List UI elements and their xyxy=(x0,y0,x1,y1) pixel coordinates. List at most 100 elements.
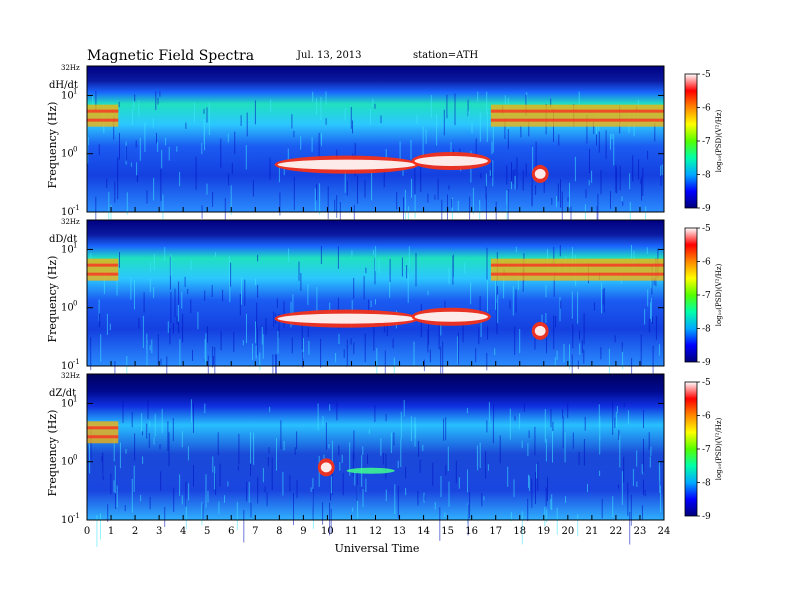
y-tick-label: 10 xyxy=(61,303,74,314)
texture-streak xyxy=(491,141,493,155)
texture-streak xyxy=(331,465,333,496)
texture-streak xyxy=(496,286,498,299)
texture-streak xyxy=(645,206,647,220)
texture-streak xyxy=(164,507,166,527)
burst-event-core xyxy=(414,156,488,167)
texture-streak xyxy=(335,353,337,363)
texture-streak xyxy=(562,416,564,449)
texture-streak xyxy=(382,452,384,465)
texture-streak xyxy=(644,489,646,497)
texture-streak xyxy=(427,329,429,353)
texture-streak xyxy=(102,452,104,474)
texture-streak xyxy=(272,354,274,379)
texture-streak xyxy=(623,456,625,483)
spectral-band-core xyxy=(490,263,664,267)
texture-streak xyxy=(100,334,102,362)
texture-streak xyxy=(577,291,579,324)
texture-streak xyxy=(224,198,226,231)
texture-streak xyxy=(178,281,180,308)
texture-streak xyxy=(507,129,509,150)
texture-streak xyxy=(300,136,302,150)
texture-streak xyxy=(646,247,648,254)
texture-streak xyxy=(528,430,530,439)
texture-streak xyxy=(637,99,639,106)
texture-streak xyxy=(451,198,453,208)
texture-streak xyxy=(368,299,370,319)
texture-streak xyxy=(486,420,488,433)
colorbar-tick-label: -8 xyxy=(702,479,711,489)
texture-streak xyxy=(336,195,338,218)
texture-streak xyxy=(629,202,631,233)
texture-streak xyxy=(661,164,663,175)
texture-streak xyxy=(329,302,331,315)
texture-streak xyxy=(464,262,466,274)
texture-streak xyxy=(224,495,225,503)
texture-streak xyxy=(613,134,615,166)
texture-streak xyxy=(259,352,261,371)
texture-streak xyxy=(193,465,194,487)
x-tick-label: 15 xyxy=(441,526,454,537)
texture-streak xyxy=(349,442,351,476)
texture-streak xyxy=(440,476,442,497)
weak-event xyxy=(346,467,395,474)
spectral-band xyxy=(87,258,119,281)
texture-streak xyxy=(146,423,148,439)
texture-streak xyxy=(447,446,449,471)
texture-streak xyxy=(644,309,646,325)
texture-streak xyxy=(610,134,611,150)
x-tick-label: 12 xyxy=(369,526,382,537)
texture-streak xyxy=(571,291,573,319)
texture-streak xyxy=(203,108,205,114)
texture-streak xyxy=(552,431,553,463)
texture-streak xyxy=(162,194,164,220)
texture-streak xyxy=(554,357,556,367)
colorbar-tick-label: -7 xyxy=(702,137,711,147)
texture-streak xyxy=(415,252,417,287)
texture-streak xyxy=(122,401,124,424)
texture-streak xyxy=(504,118,506,140)
texture-streak xyxy=(410,416,412,442)
texture-streak xyxy=(514,326,516,355)
texture-streak xyxy=(207,326,208,343)
texture-streak xyxy=(252,343,253,360)
texture-streak xyxy=(519,413,521,429)
texture-streak xyxy=(445,417,447,441)
texture-streak xyxy=(556,507,558,535)
texture-streak xyxy=(147,400,149,419)
texture-streak xyxy=(293,130,295,138)
texture-streak xyxy=(600,347,602,360)
texture-streak xyxy=(155,91,157,110)
texture-streak xyxy=(237,465,239,471)
texture-streak xyxy=(550,409,552,428)
texture-streak xyxy=(647,289,649,307)
texture-streak xyxy=(357,485,359,519)
texture-streak xyxy=(643,438,644,472)
texture-streak xyxy=(248,481,250,503)
texture-streak xyxy=(466,503,468,524)
texture-streak xyxy=(267,457,269,467)
texture-streak xyxy=(330,508,332,534)
texture-streak xyxy=(374,103,376,109)
texture-streak xyxy=(294,447,296,455)
texture-streak xyxy=(170,254,172,276)
texture-streak xyxy=(523,403,525,412)
texture-streak xyxy=(102,474,104,481)
texture-streak xyxy=(528,119,530,137)
texture-streak xyxy=(134,433,136,461)
texture-streak xyxy=(534,337,536,350)
texture-streak xyxy=(649,456,651,468)
spectral-band-core xyxy=(87,435,119,439)
texture-streak xyxy=(598,131,600,153)
texture-streak xyxy=(466,407,468,414)
texture-streak xyxy=(514,415,516,421)
texture-streak xyxy=(182,313,184,343)
texture-streak xyxy=(95,91,97,112)
texture-streak xyxy=(344,108,346,121)
texture-streak xyxy=(585,189,587,198)
x-tick-label: 2 xyxy=(132,526,138,537)
texture-streak xyxy=(206,107,208,123)
texture-streak xyxy=(149,278,151,293)
texture-streak xyxy=(250,458,251,477)
colorbar-scale xyxy=(684,73,698,209)
texture-streak xyxy=(507,189,509,220)
